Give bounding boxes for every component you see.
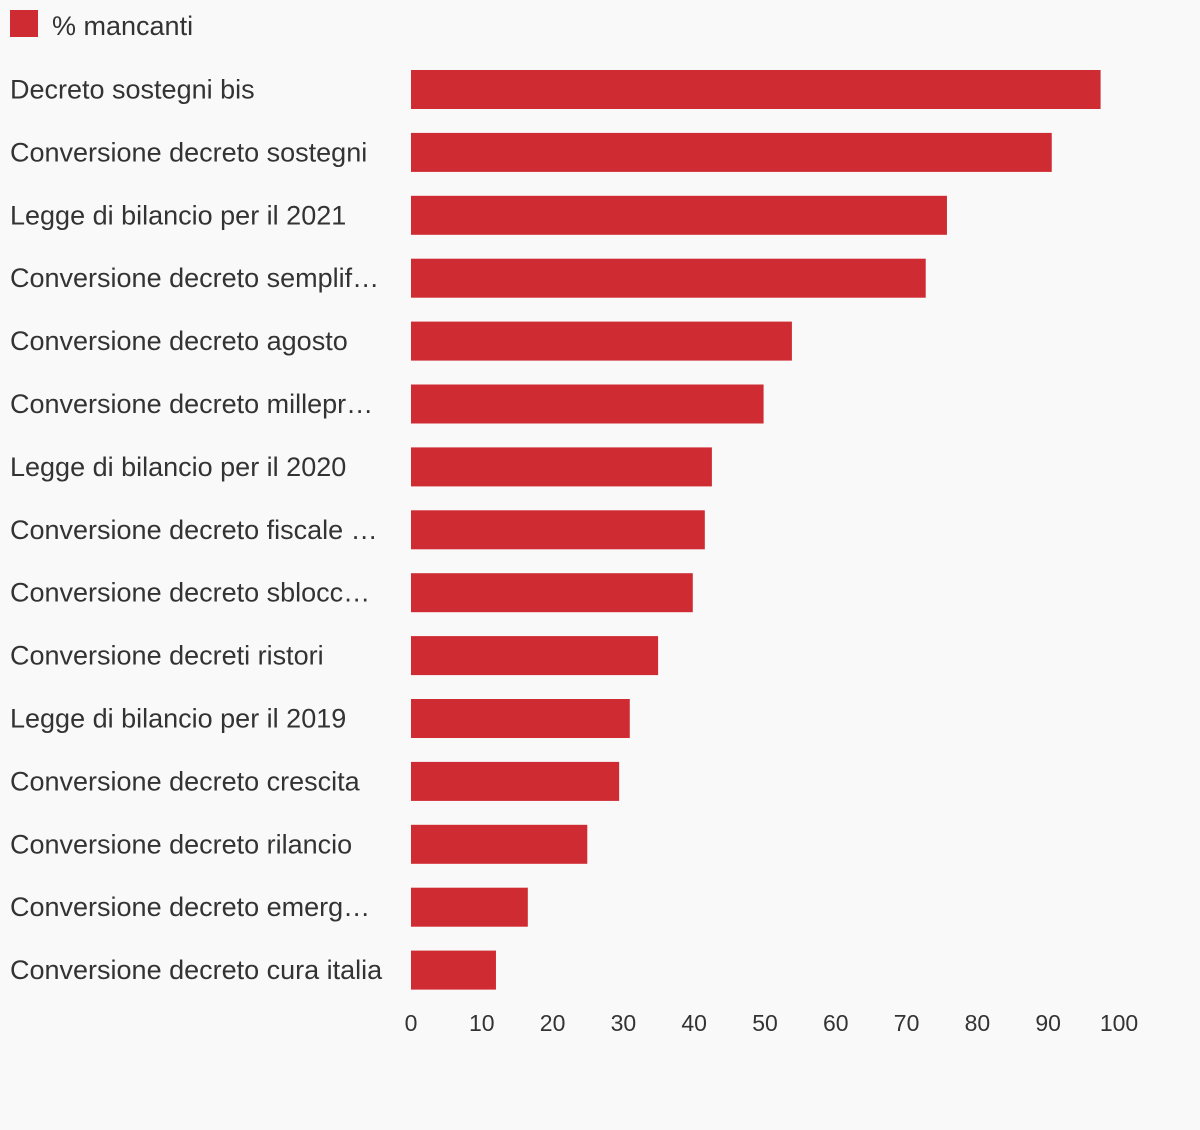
x-tick-label: 70 [894,1010,920,1036]
bar [411,195,947,235]
x-tick-label: 90 [1035,1010,1061,1036]
bar [411,636,659,676]
x-tick-label: 20 [540,1010,566,1036]
category-label: Legge di bilancio per il 2019 [10,704,346,734]
category-label: Conversione decreti ristori [10,641,324,671]
category-label: Conversione decreto rilancio [10,829,352,859]
category-label: Conversione decreto crescita [10,766,361,796]
bar [411,70,1101,109]
category-label: Conversione decreto agosto [10,326,348,356]
x-tick-label: 30 [611,1010,637,1036]
bar [411,761,620,801]
category-label: Conversione decreto semplif… [10,263,379,293]
x-tick-label: 50 [752,1010,778,1036]
x-tick-label: 80 [965,1010,991,1036]
category-label: Conversione decreto sostegni [10,137,367,167]
category-label: Conversione decreto sblocc… [10,578,370,608]
category-label: Legge di bilancio per il 2020 [10,452,346,482]
legend-swatch [10,9,38,37]
category-label: Conversione decreto cura italia [10,955,383,985]
bar [411,132,1052,172]
x-tick-label: 60 [823,1010,849,1036]
bars [411,70,1101,990]
bar [411,258,926,298]
legend: % mancanti [10,9,194,42]
category-label: Conversione decreto emerg… [10,892,370,922]
x-axis-ticks: 0 10 20 30 40 50 60 70 80 90 100 [405,1010,1139,1036]
category-labels: Decreto sostegni bis Conversione decreto … [10,75,383,986]
bar [411,510,705,550]
bar [411,447,712,487]
x-tick-label: 100 [1100,1010,1138,1036]
x-tick-label: 40 [681,1010,707,1036]
category-label: Legge di bilancio per il 2021 [10,200,346,230]
category-label: Conversione decreto millepr… [10,389,373,419]
x-tick-label: 10 [469,1010,495,1036]
category-label: Decreto sostegni bis [10,75,255,105]
bar [411,384,764,424]
bar [411,887,528,927]
x-tick-label: 0 [405,1010,418,1036]
bar [411,699,630,738]
category-label: Conversione decreto fiscale … [10,515,378,545]
bar [411,824,588,864]
legend-label: % mancanti [52,11,194,41]
bar [411,950,496,990]
bar [411,321,792,361]
bar [411,573,693,613]
